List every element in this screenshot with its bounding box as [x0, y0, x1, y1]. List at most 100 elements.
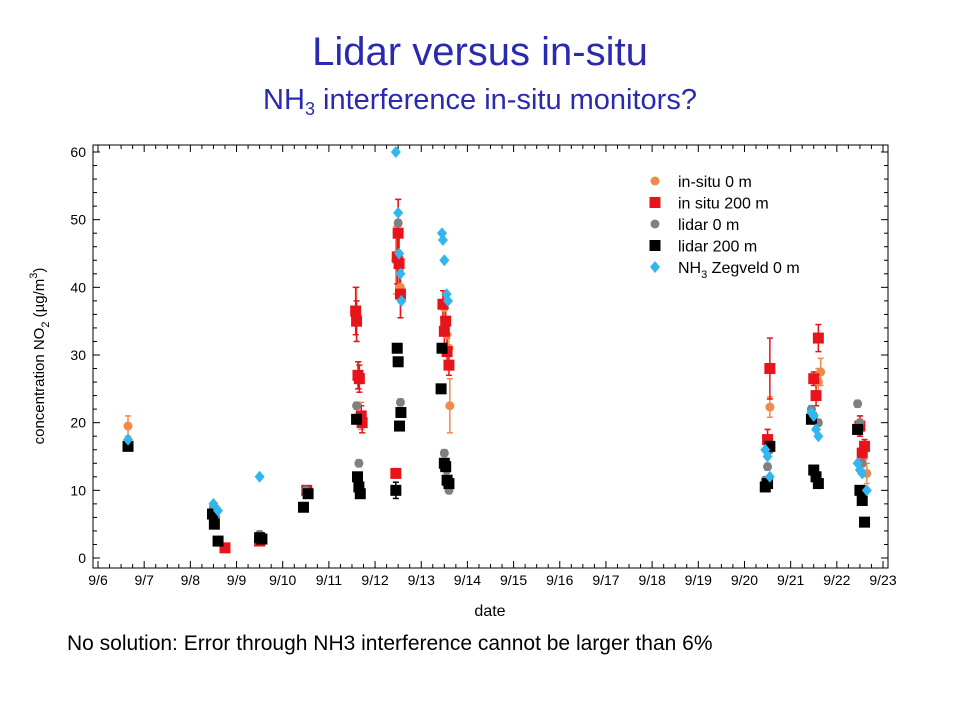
x-tick-label: 9/10: [269, 572, 296, 588]
x-tick-label: 9/14: [454, 572, 481, 588]
data-point: [302, 488, 314, 500]
legend-label: in-situ 0 m: [678, 174, 752, 191]
series-3: [122, 342, 871, 547]
x-tick-label: 9/6: [88, 572, 108, 588]
data-point: [392, 227, 404, 239]
error-bars: [125, 198, 870, 551]
data-point: [390, 467, 402, 479]
data-point: [854, 484, 866, 496]
x-tick-label: 9/20: [731, 572, 758, 588]
series-4: [123, 146, 872, 517]
conclusion-note: No solution: Error through NH3 interfere…: [67, 632, 713, 655]
subtitle-text-rest: interference in-situ monitors?: [314, 84, 697, 116]
data-point: [353, 481, 365, 493]
data-point: [390, 146, 401, 158]
y-tick-label: 10: [70, 482, 86, 498]
data-point: [439, 448, 449, 458]
data-point: [443, 294, 454, 307]
data-point: [440, 315, 452, 327]
data-point: [764, 470, 775, 483]
data-point: [208, 497, 219, 510]
data-point: [810, 390, 822, 402]
legend-marker: [650, 219, 660, 229]
y-tick-label: 50: [70, 212, 86, 228]
x-tick-label: 9/15: [500, 572, 527, 588]
subtitle-text: NH: [263, 84, 305, 116]
data-point: [857, 467, 868, 480]
legend-item: in situ 200 m: [649, 196, 769, 213]
x-axis-label: date: [474, 603, 505, 620]
data-point: [439, 254, 450, 267]
y-axis: 0 10 20 30 40 50 60: [70, 144, 888, 566]
y-axis-label-unit: (µg/m: [31, 279, 48, 322]
data-point: [395, 267, 406, 280]
data-point: [393, 258, 405, 270]
data-point: [765, 402, 775, 412]
y-tick-label: 0: [78, 550, 86, 566]
data-point: [394, 247, 405, 260]
data-point: [438, 325, 450, 337]
data-point: [437, 298, 449, 310]
x-tick-label: 9/22: [823, 572, 850, 588]
data-point: [123, 433, 134, 446]
data-point: [762, 478, 774, 490]
data-point: [207, 508, 219, 520]
data-point: [763, 462, 773, 472]
data-point: [212, 535, 224, 547]
x-axis: 9/6 9/7 9/8 9/9 9/10 9/11 9/12 9/13 9/14 9/15 9/16…: [88, 145, 897, 588]
legend-label-rest: Zegveld 0 m: [707, 260, 799, 277]
legend-marker: [650, 176, 660, 186]
legend: in-situ 0 m in situ 200 m lidar 0 m lidar 2…: [649, 174, 800, 281]
x-tick-label: 9/21: [777, 572, 804, 588]
data-point: [297, 501, 309, 513]
legend-item: lidar 0 m: [650, 217, 739, 234]
data-marks: [122, 146, 872, 554]
data-point: [762, 434, 774, 446]
data-point: [859, 440, 871, 452]
slide-title: Lidar versus in-situ: [312, 30, 648, 74]
data-point: [856, 447, 868, 459]
data-point: [435, 383, 447, 395]
x-tick-label: 9/12: [361, 572, 388, 588]
x-tick-label: 9/13: [408, 572, 435, 588]
legend-label: lidar 0 m: [678, 217, 739, 234]
data-point: [256, 533, 268, 545]
data-point: [812, 478, 824, 490]
y-axis-label-sub: 2: [40, 322, 52, 328]
legend-label: in situ 200 m: [678, 196, 769, 213]
data-point: [395, 397, 405, 407]
data-point: [443, 359, 455, 371]
data-point: [856, 494, 868, 506]
legend-marker: [649, 240, 661, 251]
x-tick-label: 9/18: [638, 572, 665, 588]
legend-label: lidar 200 m: [678, 239, 757, 256]
legend-marker: [649, 197, 661, 208]
legend-label-sub: 3: [701, 269, 707, 281]
data-point: [350, 305, 362, 317]
data-point: [219, 542, 231, 554]
legend-label-main: NH: [678, 260, 701, 277]
legend-item: lidar 200 m: [649, 239, 757, 256]
x-tick-label: 9/23: [869, 572, 896, 588]
y-tick-label: 20: [70, 415, 86, 431]
data-point: [437, 233, 448, 246]
data-point: [352, 401, 362, 411]
data-point: [391, 342, 403, 354]
data-point: [764, 440, 776, 452]
data-point: [762, 450, 773, 463]
data-point: [351, 315, 363, 327]
data-point: [764, 363, 776, 375]
data-point: [395, 407, 407, 419]
data-point: [393, 218, 403, 228]
data-point: [812, 332, 824, 344]
data-point: [443, 478, 455, 490]
legend-label: NH3 Zegveld 0 m: [678, 260, 800, 281]
data-point: [122, 440, 134, 452]
data-point: [396, 294, 407, 307]
legend-marker: [650, 261, 660, 273]
x-tick-label: 9/11: [316, 572, 342, 588]
data-point: [351, 413, 363, 425]
data-point: [852, 423, 864, 435]
data-point: [392, 356, 404, 368]
